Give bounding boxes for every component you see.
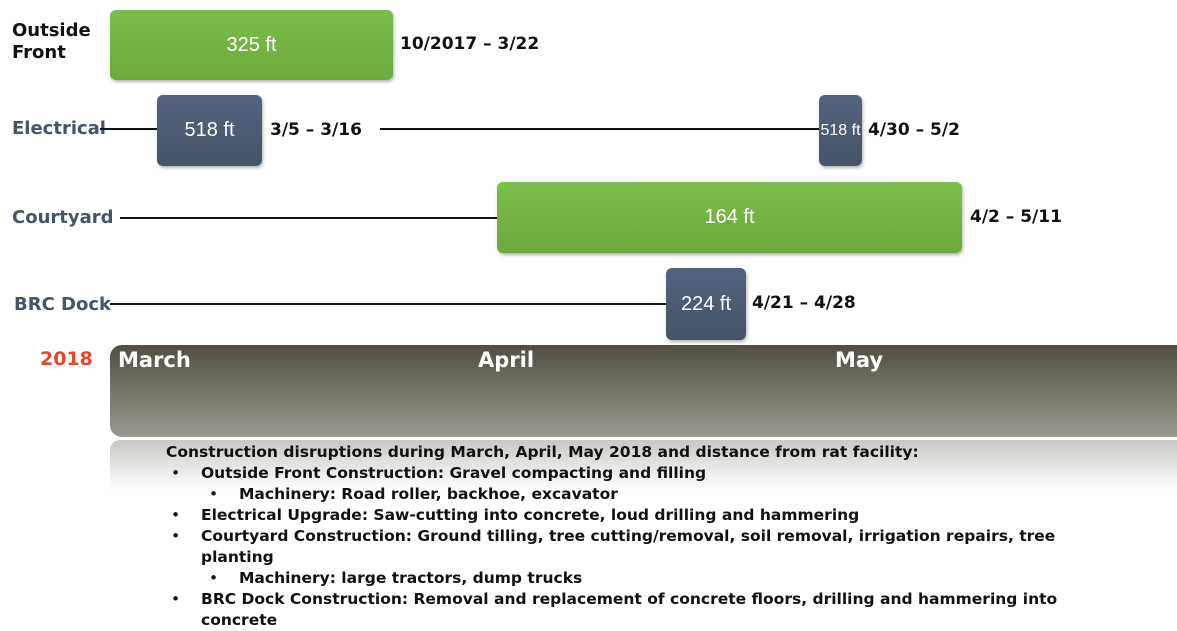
bar: 325 ft (110, 10, 393, 80)
bar: 518 ft (157, 95, 262, 166)
note-subitem: Machinery: Road roller, backhoe, excavat… (209, 484, 1126, 505)
notes: Construction disruptions during March, A… (166, 442, 1126, 631)
row-label: BRC Dock (14, 294, 112, 315)
line (110, 303, 667, 305)
bar: 518 ft (819, 95, 862, 166)
month: May (835, 348, 884, 372)
note-item: BRC Dock Construction: Removal and repla… (171, 589, 1061, 631)
note-text: Outside Front Construction: Gravel compa… (201, 464, 707, 482)
date-range: 4/2 – 5/11 (970, 207, 1062, 227)
date-range: 10/2017 – 3/22 (400, 34, 540, 54)
date-range: 4/21 – 4/28 (752, 293, 856, 313)
month: March (118, 348, 191, 372)
date-range: 4/30 – 5/2 (868, 120, 960, 140)
note-text: Courtyard Construction: Ground tilling, … (201, 527, 1056, 566)
month: April (478, 348, 535, 372)
date-range: 3/5 – 3/16 (270, 120, 362, 140)
line (120, 217, 498, 219)
bar: 224 ft (666, 268, 746, 340)
year: 2018 (40, 348, 93, 370)
row-label: Electrical (12, 118, 106, 139)
note-item: Courtyard Construction: Ground tilling, … (171, 526, 1126, 589)
line (380, 128, 820, 130)
row-label: Outside Front (12, 20, 91, 63)
timeline-band (110, 345, 1177, 437)
row-label: Courtyard (12, 207, 114, 228)
note-subitem: Machinery: large tractors, dump trucks (209, 568, 1126, 589)
notes-heading: Construction disruptions during March, A… (166, 443, 919, 461)
note-item: Electrical Upgrade: Saw-cutting into con… (171, 505, 1126, 526)
line (100, 128, 160, 130)
note-item: Outside Front Construction: Gravel compa… (171, 463, 1126, 505)
page: Outside Front 325 ft 10/2017 – 3/22 Elec… (0, 0, 1177, 610)
bar: 164 ft (497, 182, 962, 253)
